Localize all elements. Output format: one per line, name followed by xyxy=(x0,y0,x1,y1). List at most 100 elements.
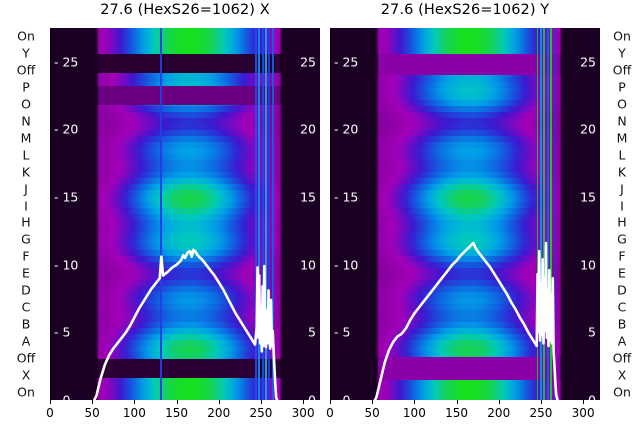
heatmap-vertical-streak xyxy=(268,28,271,400)
y-tick-label: - 25 xyxy=(54,54,79,70)
category-label: P xyxy=(22,79,30,95)
heatmap-row xyxy=(50,148,320,155)
heatmap-row xyxy=(330,226,600,233)
panel-title-x: 27.6 (HexS26=1062) X xyxy=(100,2,270,18)
category-label: G xyxy=(617,231,627,247)
heatmap-row xyxy=(50,142,320,149)
heatmap-row xyxy=(50,76,320,83)
category-label: L xyxy=(618,147,626,163)
x-tick-mark xyxy=(540,400,542,404)
heatmap-row xyxy=(50,196,320,203)
y-tick-label: - 5 xyxy=(334,324,351,340)
heatmap-separator-band xyxy=(330,53,600,76)
category-labels-right: On Y Off P O N M L K J I H G F E D C B A Off X On xyxy=(602,28,640,400)
x-axis-y: 0 50 100 150 200 250 300 xyxy=(326,400,600,434)
heatmap-row xyxy=(330,190,600,197)
heatmap-row xyxy=(330,142,600,149)
y-tick-label: - 10 xyxy=(54,257,79,273)
heatmap-row xyxy=(50,118,320,125)
heatmap-row xyxy=(330,232,600,239)
heatmap-row xyxy=(50,244,320,251)
category-label: A xyxy=(617,333,627,349)
category-label: Off xyxy=(16,62,36,78)
x-tick-label: 150 xyxy=(165,406,189,420)
heatmap-row xyxy=(330,154,600,161)
y-tick-label: 15 xyxy=(300,189,316,205)
x-tick-mark xyxy=(176,400,178,404)
heatmap-axes-y[interactable]: - 0 0 - 5 5 - 10 10 - 15 15 - 20 20 - 25 25 xyxy=(330,28,600,400)
x-axis-x: 0 50 100 150 200 250 300 xyxy=(46,400,320,434)
y-tick-label: - 20 xyxy=(334,121,359,137)
heatmap-row xyxy=(330,100,600,107)
category-label: M xyxy=(616,130,628,146)
category-label: B xyxy=(617,316,627,332)
heatmap-separator-band xyxy=(50,359,320,379)
x-tick-label: 100 xyxy=(122,406,146,420)
y-tick-label: 25 xyxy=(580,54,596,70)
heatmap-row xyxy=(330,160,600,167)
category-label: D xyxy=(21,282,31,298)
y-tick-label: 10 xyxy=(580,257,596,273)
x-tick-mark xyxy=(92,400,94,404)
heatmap-row xyxy=(330,166,600,173)
category-label: O xyxy=(617,96,627,112)
category-label: I xyxy=(620,198,624,214)
heatmap-row xyxy=(50,232,320,239)
y-tick-label: 5 xyxy=(308,324,316,340)
heatmap-row xyxy=(50,214,320,221)
heatmap-green-band xyxy=(50,378,320,400)
x-tick-label: 250 xyxy=(529,406,553,420)
x-tick-mark xyxy=(260,400,262,404)
category-label: Y xyxy=(618,45,626,61)
heatmap-vertical-streak xyxy=(254,28,257,400)
x-tick-label: 0 xyxy=(46,406,54,420)
heatmap-row xyxy=(50,184,320,191)
heatmap-row xyxy=(330,214,600,221)
y-tick-label: - 0 xyxy=(334,392,351,401)
category-label: Off xyxy=(612,350,632,366)
heatmap-row xyxy=(50,136,320,143)
y-tick-label: 15 xyxy=(580,189,596,205)
y-tick-label: - 15 xyxy=(334,189,359,205)
heatmap-row xyxy=(330,130,600,137)
heatmap-row xyxy=(330,172,600,179)
heatmap-vertical-streak xyxy=(536,28,539,400)
category-label: G xyxy=(21,231,31,247)
category-label: K xyxy=(21,164,31,180)
x-tick-label: 300 xyxy=(571,406,595,420)
heatmap-vertical-streak xyxy=(550,28,552,400)
heatmap-row xyxy=(50,70,320,77)
category-label: M xyxy=(20,130,32,146)
x-tick-label: 250 xyxy=(249,406,273,420)
category-label: X xyxy=(617,367,627,383)
category-label: D xyxy=(617,282,627,298)
heatmap-row xyxy=(50,106,320,113)
heatmap-row xyxy=(330,94,600,101)
heatmap-vertical-streak xyxy=(258,28,261,400)
x-tick-mark xyxy=(50,400,51,404)
heatmap-row xyxy=(330,136,600,143)
heatmap-vertical-streak xyxy=(160,28,163,400)
heatmap-axes-x[interactable]: - 0 0 - 5 5 - 10 10 - 15 15 - 20 20 - 25 25 xyxy=(50,28,320,400)
heatmap-green-band xyxy=(330,28,600,54)
category-label: J xyxy=(620,181,624,197)
x-tick-mark xyxy=(218,400,220,404)
heatmap-image-y xyxy=(330,28,600,400)
heatmap-vertical-streak xyxy=(553,28,556,400)
heatmap-row xyxy=(330,118,600,125)
category-label: F xyxy=(22,248,30,264)
heatmap-row xyxy=(330,208,600,215)
x-tick-label: 50 xyxy=(364,406,380,420)
x-tick-mark xyxy=(372,400,374,404)
heatmap-row xyxy=(50,208,320,215)
heatmap-row xyxy=(330,202,600,209)
heatmap-row xyxy=(330,88,600,95)
heatmap-row xyxy=(50,82,320,89)
heatmap-separator-band xyxy=(330,356,600,380)
y-tick-label: - 10 xyxy=(334,257,359,273)
category-label: H xyxy=(21,214,31,230)
heatmap-vertical-streak xyxy=(271,28,274,400)
category-label: J xyxy=(24,181,28,197)
category-label: N xyxy=(617,113,627,129)
